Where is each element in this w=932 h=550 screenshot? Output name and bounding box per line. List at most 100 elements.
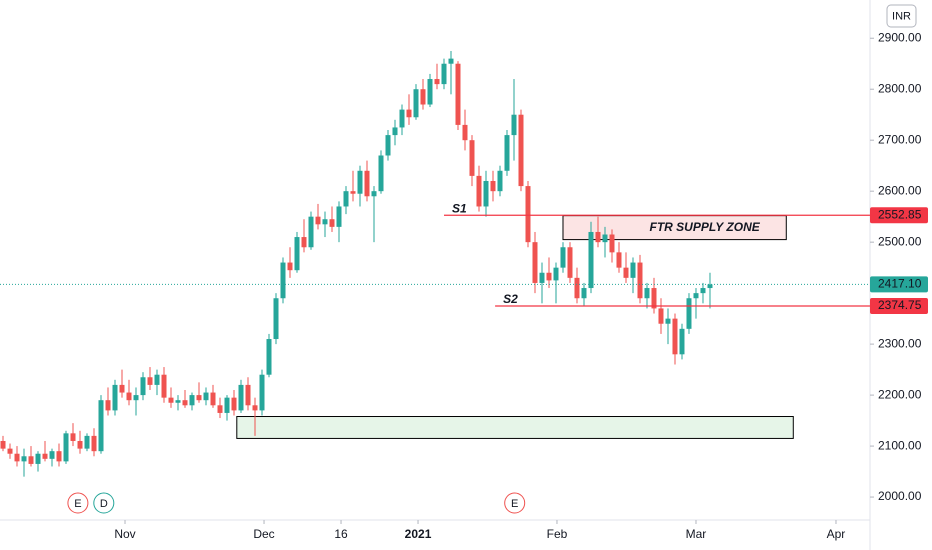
candle-body	[0, 440, 6, 449]
candle-body	[70, 433, 76, 441]
candle-body	[189, 395, 195, 406]
candle-body	[98, 400, 104, 452]
candle-body	[238, 384, 244, 411]
zone	[236, 416, 794, 439]
candle-body	[406, 109, 412, 118]
candle-body	[616, 252, 622, 268]
candle-body	[693, 293, 699, 299]
candle-body	[602, 234, 608, 243]
price-badge-label: 2417.10	[878, 277, 922, 291]
candle-body	[112, 384, 118, 411]
candle-body	[441, 63, 447, 85]
candle-body	[434, 79, 440, 85]
candle-body	[665, 318, 671, 324]
x-tick-label: 2021	[405, 527, 432, 541]
y-tick-label: 2000.00	[878, 489, 922, 503]
candle-body	[343, 191, 349, 207]
candle-body	[672, 318, 678, 355]
zone-label: FTR SUPPLY ZONE	[650, 220, 761, 234]
candle-body	[231, 397, 237, 411]
candle-body	[287, 262, 293, 271]
candle-body	[630, 262, 636, 278]
y-tick-label: 2700.00	[878, 132, 922, 146]
candle-body	[182, 400, 188, 406]
candle-body	[525, 186, 531, 243]
candle-body	[42, 453, 48, 459]
candle-body	[707, 284, 713, 289]
candle-body	[658, 308, 664, 324]
candle-body	[511, 114, 517, 136]
price-badge-label: 2552.85	[878, 207, 922, 221]
candle-body	[581, 288, 587, 299]
candle-body	[301, 237, 307, 248]
price-line-name: S1	[452, 201, 467, 215]
y-tick-label: 2300.00	[878, 336, 922, 350]
candle-body	[147, 377, 153, 385]
price-line-name: S2	[503, 292, 518, 306]
candle-body	[637, 262, 643, 299]
x-tick-label: Feb	[547, 527, 568, 541]
candle-body	[518, 114, 524, 187]
candle-body	[315, 216, 321, 225]
candle-body	[539, 272, 545, 283]
candle-body	[14, 453, 20, 462]
candle-body	[91, 435, 97, 452]
candle-body	[175, 400, 181, 403]
candle-body	[609, 234, 615, 253]
event-marker[interactable]	[504, 492, 526, 514]
candle-body	[686, 298, 692, 329]
currency-badge[interactable]	[886, 4, 917, 28]
x-tick-label: Mar	[686, 527, 707, 541]
candle-body	[413, 89, 419, 118]
candle-body	[224, 397, 230, 413]
candle-body	[546, 272, 552, 281]
candle-body	[350, 191, 356, 194]
event-marker[interactable]	[67, 492, 89, 514]
candle-body	[259, 374, 265, 411]
candle-body	[504, 135, 510, 171]
candle-body	[567, 247, 573, 278]
candle-body	[133, 395, 139, 401]
candle-body	[84, 435, 90, 449]
candle-body	[308, 216, 314, 248]
candle-body	[63, 433, 69, 462]
candle-body	[357, 170, 363, 194]
candle-body	[588, 231, 594, 289]
event-label: E	[74, 498, 81, 510]
candle-body	[168, 397, 174, 403]
candle-body	[378, 155, 384, 192]
candle-body	[105, 400, 111, 411]
candle-body	[294, 237, 300, 271]
candle-body	[7, 448, 13, 454]
candle-body	[336, 206, 342, 227]
price-badge	[870, 298, 928, 315]
candle-body	[56, 451, 62, 462]
candle-body	[217, 405, 223, 413]
candle-body	[49, 451, 55, 459]
event-marker[interactable]	[93, 492, 115, 514]
candle-body	[161, 374, 167, 398]
y-tick-label: 2100.00	[878, 438, 922, 452]
candle-body	[364, 170, 370, 197]
candle-body	[196, 395, 202, 401]
candle-body	[385, 135, 391, 156]
x-tick-label: 16	[334, 527, 348, 541]
y-tick-label: 2500.00	[878, 234, 922, 248]
currency[interactable]: INR	[892, 10, 911, 22]
candle-body	[273, 298, 279, 340]
candle-body	[532, 242, 538, 283]
candle-body	[623, 267, 629, 278]
candle-body	[420, 89, 426, 105]
y-tick-label: 2200.00	[878, 387, 922, 401]
candle-body	[427, 79, 433, 105]
candle-body	[280, 262, 286, 299]
candle-body	[679, 328, 685, 355]
candle-body	[266, 339, 272, 375]
candle-body	[203, 392, 209, 401]
candle-body	[476, 175, 482, 207]
candle-body	[28, 456, 34, 464]
y-tick-label: 2900.00	[878, 30, 922, 44]
candle-body	[483, 180, 489, 207]
